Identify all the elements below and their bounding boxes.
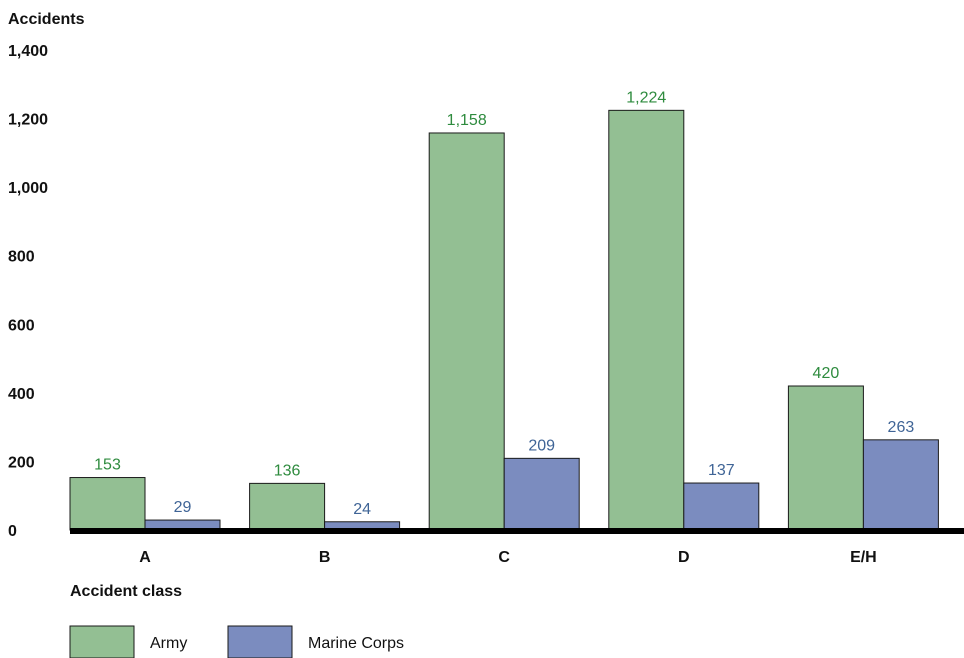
y-axis-title: Accidents: [8, 11, 85, 28]
data-label: 209: [528, 437, 555, 454]
x-axis-ticks: A B C D E/H: [139, 549, 877, 566]
data-label: 1,158: [447, 112, 487, 129]
x-tick-label: D: [678, 549, 690, 566]
y-tick-label: 600: [8, 317, 35, 334]
data-label: 153: [94, 457, 121, 474]
legend-swatch: [227, 625, 293, 658]
y-tick-label: 0: [8, 523, 17, 540]
x-tick-label: B: [319, 549, 331, 566]
bar-army-b: [249, 482, 326, 531]
bars: [69, 109, 939, 531]
bar-marine-corps-e-h: [862, 439, 939, 531]
x-axis-title: Accident class: [70, 583, 182, 600]
bar-marine-corps-d: [683, 482, 760, 531]
legend-label: Army: [150, 635, 187, 652]
data-label: 136: [274, 462, 301, 479]
bar-army-c: [428, 132, 505, 531]
x-tick-label: E/H: [850, 549, 877, 566]
bar-data-labels: 153 29 136 24 1,158 209 1,224 137 420 263: [94, 89, 914, 517]
data-label: 1,224: [626, 89, 666, 106]
legend-swatch: [69, 625, 135, 658]
legend-label: Marine Corps: [308, 635, 404, 652]
data-label: 137: [708, 462, 735, 479]
data-label: 24: [353, 501, 371, 518]
y-tick-label: 800: [8, 249, 35, 266]
data-label: 29: [174, 499, 192, 516]
y-tick-label: 400: [8, 386, 35, 403]
y-tick-label: 1,200: [8, 112, 48, 129]
y-axis-ticks: 0 200 400 600 800 1,000 1,200 1,400: [8, 43, 48, 540]
y-tick-label: 200: [8, 454, 35, 471]
x-tick-label: A: [139, 549, 151, 566]
y-tick-label: 1,400: [8, 43, 48, 60]
x-axis-line: [70, 528, 964, 534]
data-label: 420: [813, 365, 840, 382]
bar-marine-corps-c: [503, 457, 580, 531]
bar-army-e-h: [787, 385, 864, 531]
bar-army-a: [69, 477, 146, 531]
data-label: 263: [888, 419, 915, 436]
y-tick-label: 1,000: [8, 180, 48, 197]
legend: Army Marine Corps: [69, 625, 404, 658]
x-tick-label: C: [498, 549, 510, 566]
bar-army-d: [608, 109, 685, 531]
